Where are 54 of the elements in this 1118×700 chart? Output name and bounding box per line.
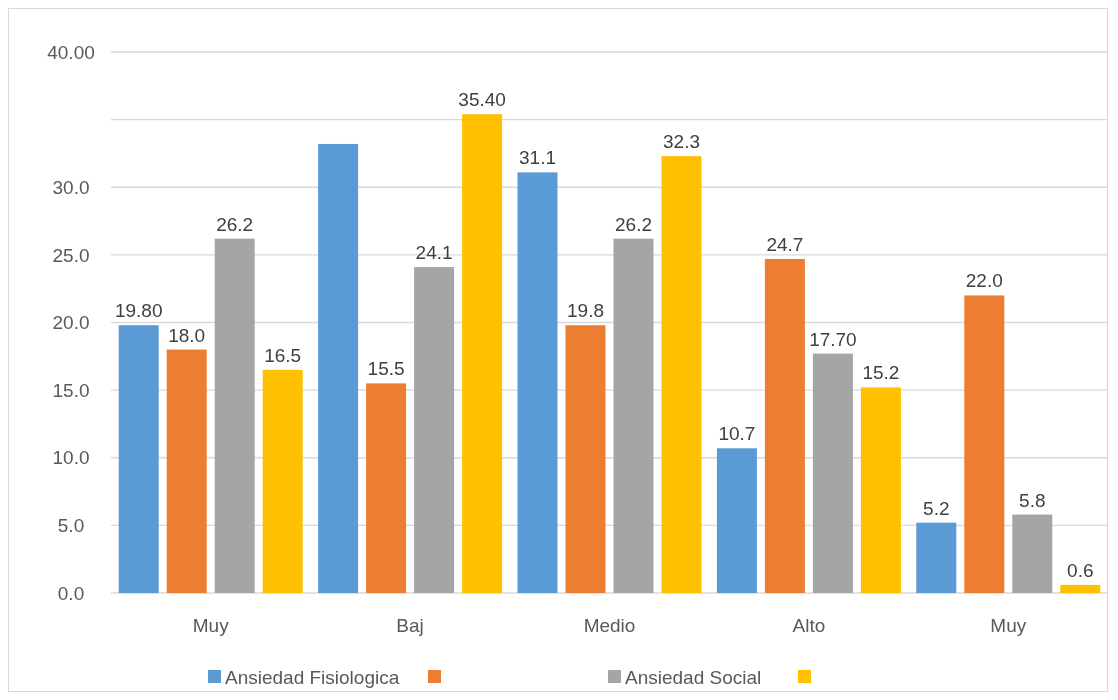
data-label: 26.2 (615, 213, 652, 235)
bar (764, 258, 805, 593)
data-label: 35.40 (458, 89, 506, 111)
data-label: 24.1 (415, 242, 453, 264)
bar (414, 267, 455, 593)
y-tick-label: 40.00 (47, 41, 95, 63)
data-label: 15.5 (367, 358, 405, 380)
data-label: 26.2 (216, 213, 254, 235)
x-tick-label: Alto (792, 614, 826, 636)
data-label: 31.1 (519, 147, 556, 169)
y-tick-label: 10.0 (52, 447, 90, 469)
data-label: 5.8 (1019, 489, 1046, 511)
data-label: 5.2 (923, 497, 950, 519)
data-label: 16.5 (264, 344, 302, 366)
x-tick-label: Baj (396, 614, 424, 636)
bar (1012, 514, 1053, 593)
bar (517, 172, 558, 593)
x-tick-label: Medio (583, 614, 636, 636)
bar (860, 387, 901, 593)
bar (716, 448, 757, 593)
data-label: 0.6 (1067, 559, 1094, 581)
data-label: 19.8 (567, 300, 604, 322)
data-label: 10.7 (718, 423, 756, 445)
x-tick-label: Muy (192, 614, 230, 636)
x-tick-label: Muy (990, 614, 1027, 636)
y-tick-label: 25.0 (52, 244, 90, 266)
bar (661, 156, 702, 593)
data-label: 32.3 (663, 131, 700, 153)
data-label: 18.0 (168, 324, 206, 346)
y-tick-label: 0.0 (57, 582, 85, 604)
bar (565, 325, 606, 593)
y-tick-label: 30.0 (52, 176, 90, 198)
bar (262, 369, 303, 593)
bar (1060, 584, 1101, 593)
bar (166, 349, 207, 593)
y-tick-label: 15.0 (52, 379, 90, 401)
y-tick-label: 5.0 (57, 515, 85, 537)
bar (613, 238, 654, 593)
data-label: 24.7 (766, 233, 804, 255)
data-label: 19.80 (114, 300, 163, 322)
bar (366, 383, 407, 593)
data-label: 22.0 (965, 270, 1003, 292)
bar (462, 114, 503, 593)
data-label: 17.70 (809, 328, 857, 350)
bar (318, 143, 359, 593)
bar (964, 295, 1005, 593)
bar (118, 325, 159, 593)
bar (916, 522, 957, 593)
bar (812, 353, 853, 593)
legend-label: Ansiedad Social (625, 666, 762, 688)
y-tick-label: 20.0 (52, 312, 90, 334)
bar (214, 238, 255, 593)
legend-label: Ansiedad Fisiologica (225, 666, 400, 688)
data-label: 15.2 (862, 362, 900, 384)
